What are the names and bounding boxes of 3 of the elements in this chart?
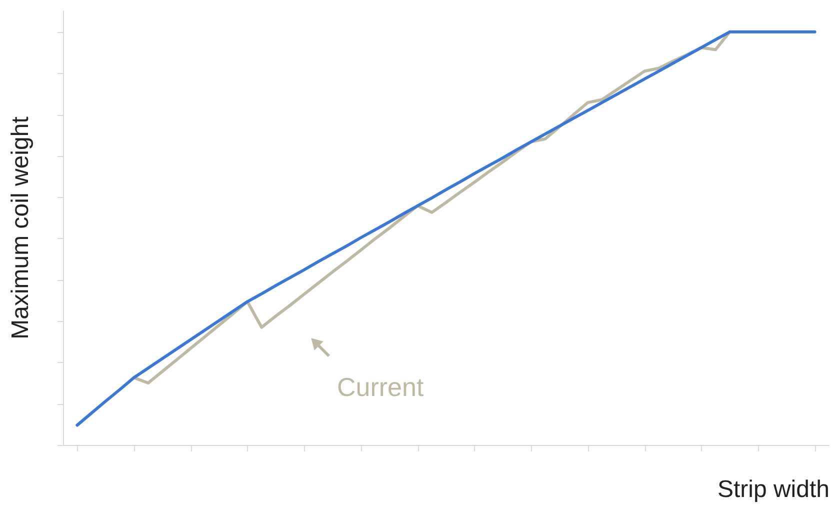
y-axis-title: Maximum coil weight — [7, 116, 34, 340]
x-axis-title: Strip width — [717, 476, 830, 503]
annotation: Current — [337, 372, 424, 402]
